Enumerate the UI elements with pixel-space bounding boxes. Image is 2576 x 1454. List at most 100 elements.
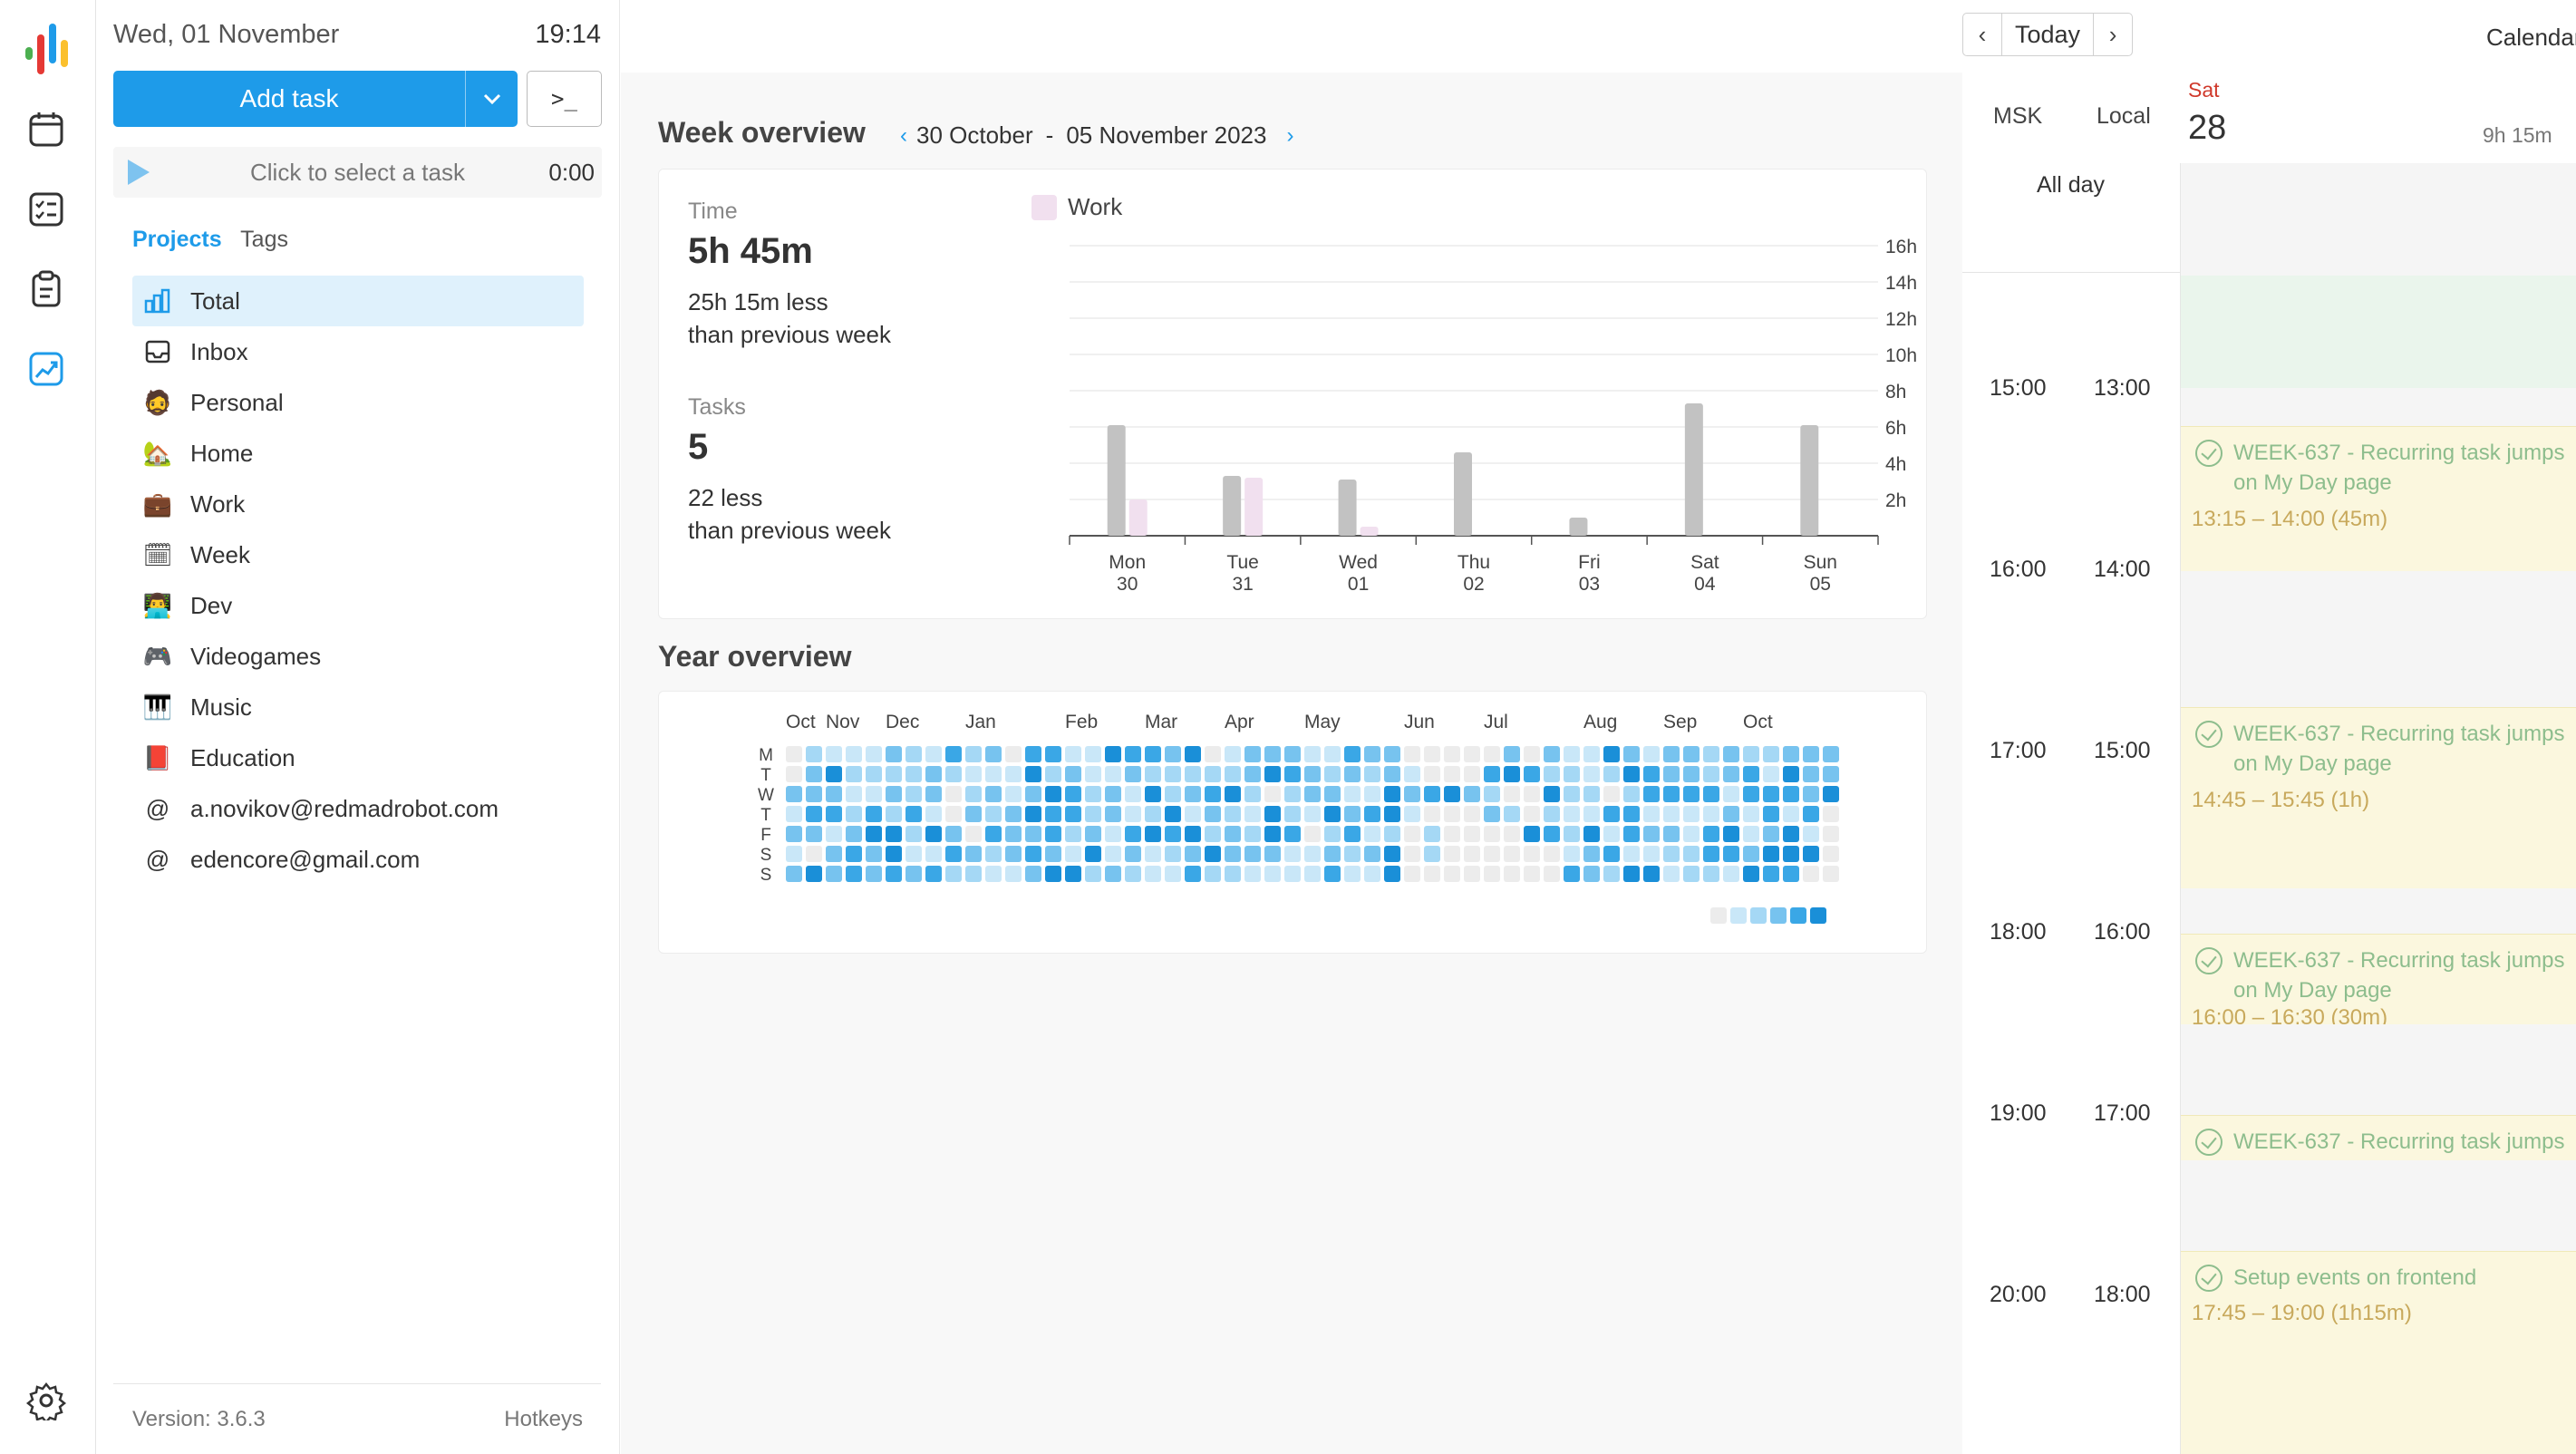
completed-check-icon[interactable] — [2195, 947, 2223, 974]
settings-gear-icon[interactable] — [22, 1376, 71, 1425]
heatmap-cell — [846, 866, 862, 882]
project-item-home[interactable]: 🏡 Home — [132, 428, 584, 479]
event-title: WEEK-637 - Recurring task jumps — [2233, 1129, 2565, 1154]
project-item-inbox[interactable]: Inbox — [132, 326, 584, 377]
heatmap-cell — [1264, 806, 1281, 822]
task-timer[interactable]: Click to select a task 0:00 — [113, 147, 602, 198]
heatmap-cell — [1743, 846, 1759, 862]
hotkeys-link[interactable]: Hotkeys — [504, 1407, 583, 1431]
weekday-label: T — [760, 806, 771, 825]
completed-check-icon[interactable] — [2195, 440, 2223, 467]
heatmap-cell — [1643, 826, 1660, 842]
at-icon: @ — [145, 845, 170, 873]
tasks-stat-label: Tasks — [688, 394, 746, 420]
heatmap-cell — [1823, 746, 1839, 762]
calendar-event[interactable]: WEEK-637 - Recurring task jumps on My Da… — [2181, 707, 2576, 888]
add-task-button[interactable]: Add task — [239, 84, 339, 112]
completed-check-icon[interactable] — [2195, 721, 2223, 748]
heatmap-cell — [1504, 806, 1520, 822]
heatmap-legend-swatch — [1710, 907, 1727, 924]
weekday-label: W — [758, 786, 774, 805]
calendar-event[interactable]: WEEK-637 - Recurring task jumps on My Da… — [2181, 934, 2576, 1024]
calendar-today-button[interactable]: Today — [2002, 13, 2094, 56]
play-icon[interactable] — [126, 159, 151, 186]
completed-check-icon[interactable] — [2195, 1265, 2223, 1292]
heatmap-cell — [1005, 766, 1022, 782]
legend-label-work: Work — [1068, 193, 1123, 220]
all-day-label: All day — [2037, 172, 2106, 198]
project-item-videogames[interactable]: 🎮 Videogames — [132, 631, 584, 682]
project-item-account-2[interactable]: @ edencore@gmail.com — [132, 834, 584, 885]
y-tick-label: 14h — [1885, 273, 1917, 294]
month-label: Feb — [1065, 712, 1098, 732]
project-item-music[interactable]: 🎹 Music — [132, 682, 584, 732]
calendar-event[interactable]: WEEK-637 - Recurring task jumps on My Da… — [2181, 426, 2576, 571]
heatmap-cell — [1125, 846, 1141, 862]
hour-msk-label: 19:00 — [1990, 1100, 2047, 1126]
heatmap-cell — [1823, 786, 1839, 802]
heatmap-cell — [1284, 846, 1301, 862]
heatmap-cell — [1384, 786, 1400, 802]
previous-week-chevron-icon[interactable]: ‹ — [900, 122, 907, 148]
next-week-chevron-icon[interactable]: › — [1286, 122, 1294, 148]
month-label: Sep — [1663, 712, 1697, 732]
heatmap-cell — [1304, 786, 1321, 802]
calendar-event[interactable]: WEEK-637 - Recurring task jumps — [2181, 1115, 2576, 1160]
project-item-week[interactable]: 🗓 Week — [132, 529, 584, 580]
project-item-work[interactable]: 💼 Work — [132, 479, 584, 529]
time-stat-diff: 25h 15m less than previous week — [688, 286, 978, 351]
month-label: Jun — [1404, 712, 1435, 732]
project-item-total[interactable]: Total — [132, 276, 584, 326]
calendar-next-chevron-icon[interactable]: › — [2093, 13, 2134, 56]
heatmap-cell — [1723, 846, 1739, 862]
calendar-prev-chevron-icon[interactable]: ‹ — [1962, 13, 2002, 56]
heatmap-cell — [1803, 746, 1819, 762]
clipboard-nav-icon[interactable] — [22, 265, 71, 314]
heatmap-cell — [1065, 746, 1081, 762]
x-tick-label-day: Mon — [1109, 552, 1146, 573]
heatmap-cell — [786, 866, 802, 882]
command-terminal-button[interactable]: >_ — [527, 71, 602, 127]
week-range-nav: ‹ 30 October - 05 November 2023 › — [891, 121, 1303, 150]
month-label: Apr — [1225, 712, 1254, 732]
heatmap-cell — [806, 786, 822, 802]
heatmap-cell — [1464, 866, 1480, 882]
heatmap-cell — [1583, 866, 1600, 882]
heatmap-cell — [965, 826, 982, 842]
calendar-event[interactable]: Setup events on frontend 17:45 – 19:00 (… — [2181, 1251, 2576, 1454]
heatmap-cell — [1005, 866, 1022, 882]
project-item-personal[interactable]: 🧔 Personal — [132, 377, 584, 428]
heatmap-cell — [1663, 826, 1680, 842]
tasks-diff-line-1: 22 less — [688, 484, 763, 511]
project-item-dev[interactable]: 👨‍💻 Dev — [132, 580, 584, 631]
tab-projects[interactable]: Projects — [132, 227, 222, 252]
task-list-nav-icon[interactable] — [22, 185, 71, 234]
week-range-separator: - — [1045, 121, 1054, 149]
heatmap-cell — [1424, 866, 1440, 882]
statistics-nav-icon[interactable] — [22, 344, 71, 393]
heatmap-cell — [1284, 866, 1301, 882]
tab-tags[interactable]: Tags — [240, 227, 288, 252]
heatmap-cell — [1683, 846, 1700, 862]
project-item-education[interactable]: 📕 Education — [132, 732, 584, 783]
heatmap-legend-swatch — [1750, 907, 1767, 924]
heatmap-cell — [925, 846, 942, 862]
add-task-dropdown-chevron-icon[interactable] — [465, 71, 518, 127]
heatmap-cell — [826, 766, 842, 782]
heatmap-cell — [1703, 826, 1719, 842]
event-title: Setup events on frontend — [2233, 1265, 2477, 1290]
current-date: Wed, 01 November — [113, 20, 340, 49]
heatmap-cell — [1185, 746, 1201, 762]
heatmap-cell — [1225, 866, 1241, 882]
heatmap-cell — [1205, 826, 1221, 842]
project-item-account-1[interactable]: @ a.novikov@redmadrobot.com — [132, 783, 584, 834]
heatmap-cell — [1284, 766, 1301, 782]
heatmap-cell — [1743, 826, 1759, 842]
heatmap-cell — [1145, 866, 1161, 882]
heatmap-cell — [1524, 786, 1540, 802]
completed-check-icon[interactable] — [2195, 1129, 2223, 1156]
heatmap-cell — [1484, 786, 1500, 802]
calendar-nav-icon[interactable] — [22, 105, 71, 154]
heatmap-cell — [806, 846, 822, 862]
add-task-button-group: Add task — [113, 71, 518, 127]
